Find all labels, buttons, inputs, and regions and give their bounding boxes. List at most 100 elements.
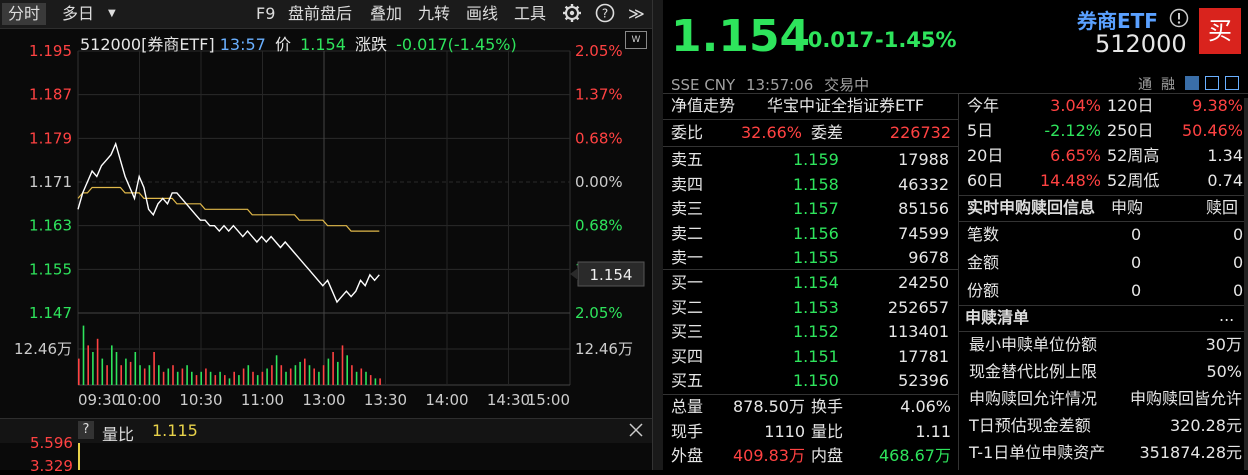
volume-bar (275, 355, 278, 385)
ask-label: 卖四 (671, 174, 704, 194)
weicha-label: 委差 (811, 123, 844, 142)
redemption-row-value: 320.28元 (1170, 416, 1242, 435)
volume-bar (374, 378, 377, 385)
creation-col-sub: 申购 (1111, 198, 1144, 217)
volume-bar (289, 368, 292, 385)
tag-tong[interactable]: 通 (1138, 77, 1152, 93)
nav-trend-link[interactable]: 净值走势 (671, 96, 736, 115)
ask-price[interactable]: 1.156 (793, 223, 839, 243)
y-tick-right: 2.05% (575, 304, 623, 322)
volume-label: 总量 (671, 397, 704, 416)
perf-value: 9.38% (1192, 96, 1243, 115)
volume-bar (209, 371, 212, 385)
inner-value: 468.67万 (879, 446, 951, 465)
tools-button[interactable]: 工具 (514, 4, 547, 23)
redemption-row-value: 351874.28元 (1139, 443, 1242, 462)
index-name[interactable]: 华宝中证全指证券ETF (767, 96, 925, 115)
redemption-row-value: 50% (1206, 362, 1242, 381)
creation-red-value: 0 (1233, 281, 1244, 300)
expand-icon[interactable]: ≫ (628, 4, 645, 23)
volume-bar (195, 375, 198, 385)
redemption-row-value: 申购赎回皆允许 (1129, 389, 1242, 408)
edit-icon[interactable] (1185, 76, 1199, 90)
buy-button[interactable]: 买 (1199, 8, 1241, 54)
ask-volume: 85156 (898, 199, 949, 218)
help-icon[interactable]: ? (595, 3, 615, 25)
tag-rong[interactable]: 融 (1161, 77, 1175, 93)
bid-price[interactable]: 1.151 (793, 346, 839, 366)
window-icon[interactable] (1205, 76, 1219, 90)
draw-line-button[interactable]: 画线 (466, 4, 499, 23)
volume-bar (252, 371, 254, 385)
indicator-value: 1.115 (152, 421, 198, 440)
chart-symbol: 512000[券商ETF] (80, 35, 215, 54)
perf-value: 6.65% (1050, 146, 1101, 165)
indicator-line (78, 443, 80, 470)
volume-bar (365, 371, 367, 385)
overlay-button[interactable]: 叠加 (370, 4, 403, 23)
ask-price[interactable]: 1.158 (793, 174, 839, 194)
tab-multiday[interactable]: 多日 (62, 4, 95, 23)
intraday-chart[interactable]: 1.195 2.05% 1.187 1.37% 1.179 0.68% 1.171 0.00%… (0, 29, 652, 414)
volume-bar (205, 368, 207, 385)
volume-bar (106, 365, 108, 385)
info-icon[interactable] (1169, 8, 1189, 28)
perf-value: 50.46% (1181, 121, 1243, 140)
nine-turn-button[interactable]: 九转 (418, 4, 451, 23)
outer-label: 外盘 (671, 446, 704, 465)
redemption-list-more[interactable]: ... (1219, 306, 1235, 325)
volume-bar (87, 345, 89, 385)
indicator-name[interactable]: 量比 (102, 425, 135, 444)
creation-col-red: 赎回 (1206, 198, 1239, 217)
bid-price[interactable]: 1.154 (793, 273, 839, 292)
exchange-info: SSE CNY 13:57:06 交易中 (671, 74, 869, 95)
redemption-row-label: 申购赎回允许情况 (969, 389, 1098, 408)
bid-price[interactable]: 1.153 (793, 297, 839, 317)
scrollbar[interactable] (1244, 98, 1248, 470)
current-price-tag-text: 1.154 (590, 266, 633, 284)
premarket-button[interactable]: 盘前盘后 (288, 4, 353, 23)
volume-bar (266, 368, 268, 385)
turnover-label: 换手 (811, 397, 844, 416)
quote-name[interactable]: 券商ETF (1077, 9, 1158, 33)
ask-price[interactable]: 1.159 (793, 150, 839, 169)
perf-label: 250日 (1107, 121, 1154, 140)
volume-bar (134, 352, 137, 385)
y-tick-left: 1.195 (29, 42, 72, 60)
gear-icon[interactable] (562, 3, 582, 25)
close-icon[interactable] (626, 420, 646, 440)
indicator-help-icon[interactable]: ? (78, 421, 94, 439)
last-lot-label: 现手 (671, 422, 704, 441)
tab-intraday[interactable]: 分时 (2, 3, 47, 25)
ask-price[interactable]: 1.157 (793, 199, 839, 218)
volume-bar (139, 365, 141, 385)
y-tick-right: 0.68% (575, 129, 623, 147)
ask-volume: 74599 (898, 223, 949, 243)
ask-volume: 9678 (908, 248, 949, 267)
bid-price[interactable]: 1.152 (793, 322, 839, 341)
chevron-down-icon[interactable]: ▼ (108, 8, 116, 19)
x-tick: 14:30 (487, 391, 530, 409)
perf-label: 5日 (967, 121, 994, 140)
f9-button[interactable]: F9 (256, 4, 276, 23)
creation-red-value: 0 (1233, 253, 1244, 272)
last-lot-value: 1110 (764, 422, 805, 441)
screenshot-icon[interactable]: W (625, 31, 647, 49)
chart-time: 13:57 (219, 35, 266, 54)
volume-axis-right: 12.46万 (575, 340, 633, 358)
ask-price[interactable]: 1.155 (793, 248, 839, 267)
ask-volume: 46332 (898, 174, 949, 194)
creation-row-label: 笔数 (967, 225, 1000, 244)
volume-bar (214, 375, 217, 385)
volume-bar (322, 365, 325, 385)
change-label: 涨跌 (354, 35, 387, 54)
volume-bar (304, 358, 306, 385)
perf-value: 3.04% (1050, 96, 1101, 115)
volume-ratio-value: 1.11 (915, 422, 951, 441)
y-tick-left: 1.187 (29, 86, 72, 104)
y-tick-left: 1.147 (29, 304, 72, 322)
ask-label: 卖二 (671, 223, 704, 243)
bid-price[interactable]: 1.150 (793, 371, 839, 390)
redemption-row-label: T日预估现金差额 (969, 416, 1091, 435)
share-icon[interactable] (1225, 76, 1239, 90)
